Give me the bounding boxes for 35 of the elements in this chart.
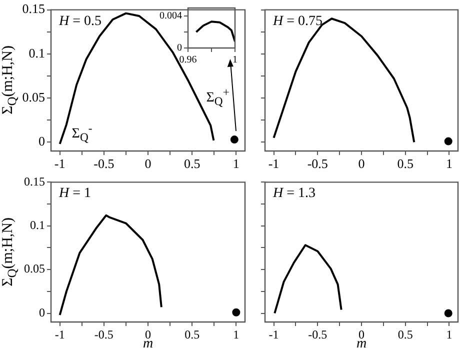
y-tick-label: 0 bbox=[38, 134, 45, 149]
y-tick-label: 0.05 bbox=[22, 89, 45, 104]
y-tick-label: 0.15 bbox=[24, 174, 45, 188]
chart-title: H = 0.5 bbox=[59, 14, 102, 30]
x-tick-label: 1 bbox=[233, 327, 240, 342]
x-tick-label: 0.96 bbox=[179, 54, 197, 66]
x-tick-label: -0.5 bbox=[308, 327, 328, 342]
x-tick-label: -1 bbox=[54, 156, 66, 172]
chart-title: H = 1.3 bbox=[273, 186, 316, 202]
x-tick-label: -0.5 bbox=[94, 327, 114, 342]
x-tick-label: -0.5 bbox=[307, 156, 328, 172]
y-tick-label: 0.1 bbox=[30, 218, 45, 232]
x-tick-label: 1 bbox=[446, 156, 452, 172]
x-tick-label: 0 bbox=[144, 156, 152, 172]
y-tick-label: 0.05 bbox=[24, 262, 45, 276]
x-tick-label: -1 bbox=[268, 156, 280, 172]
y-tick-label: 0.15 bbox=[22, 1, 45, 16]
x-tick-label: 1 bbox=[232, 156, 240, 172]
x-tick-label: 0.5 bbox=[397, 156, 414, 172]
x-tick-label: -1 bbox=[268, 327, 279, 342]
x-tick-label: 0 bbox=[358, 156, 365, 172]
x-tick-label: -1 bbox=[54, 327, 65, 342]
x-tick-label: 1 bbox=[232, 54, 238, 66]
x-tick-label: -0.5 bbox=[94, 156, 114, 172]
x-tick-label: 0.5 bbox=[184, 327, 200, 342]
y-tick-label: 0.1 bbox=[28, 45, 45, 60]
x-tick-label: 0.5 bbox=[398, 327, 413, 342]
y-tick-label: 0 bbox=[39, 305, 45, 320]
x-tick-label: 0.5 bbox=[184, 156, 200, 172]
x-tick-label: 0 bbox=[358, 327, 364, 342]
chart-title: H = 1 bbox=[59, 186, 92, 202]
chart-title: H = 0.75 bbox=[273, 14, 323, 30]
x-tick-label: 1 bbox=[446, 327, 452, 342]
x-tick-label: 0 bbox=[145, 327, 151, 342]
y-tick-label: 0.004 bbox=[160, 10, 182, 22]
